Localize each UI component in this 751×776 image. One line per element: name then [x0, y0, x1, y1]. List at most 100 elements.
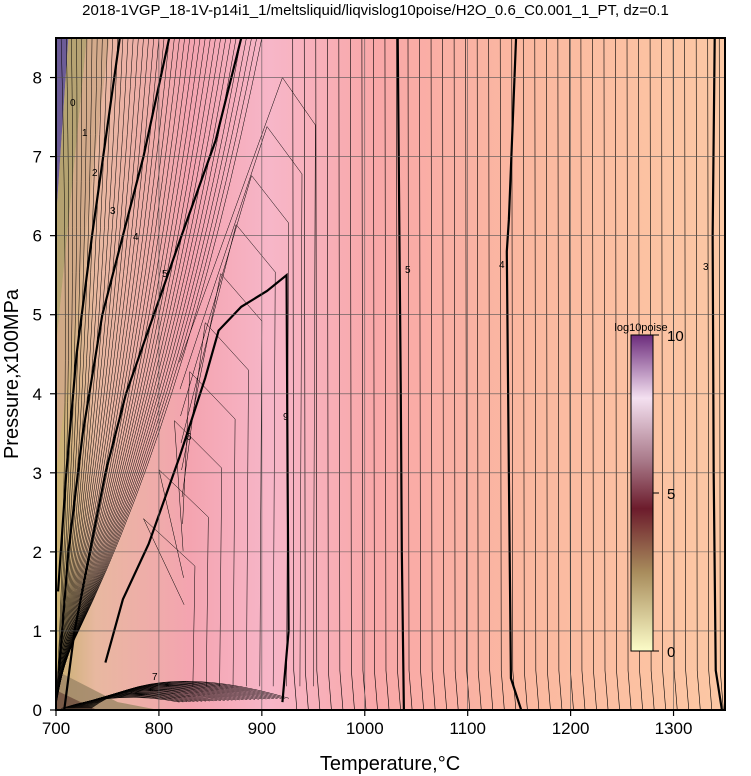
thin-contour-line	[546, 38, 551, 710]
contour-label-0: 0	[70, 98, 76, 109]
thin-contour-line	[580, 38, 586, 710]
y-tick-label: 8	[33, 69, 42, 88]
plot-frame	[55, 37, 726, 711]
thin-contour-line	[63, 38, 252, 663]
contour-level-6	[104, 272, 290, 703]
contour-label-5: 5	[162, 269, 168, 280]
thin-contour-line	[60, 38, 180, 679]
thin-contour-line	[63, 38, 263, 660]
colorbar-title: log10poise	[614, 322, 667, 334]
thin-contour-line	[179, 76, 316, 687]
thin-contour-line	[181, 322, 249, 687]
thin-contour-line	[63, 38, 257, 662]
thin-contour-line	[384, 38, 390, 710]
thin-contour-line	[89, 681, 286, 709]
thin-contour-line	[158, 468, 209, 687]
thin-contour-line	[63, 38, 247, 664]
colorbar-tick-label: 5	[667, 486, 675, 503]
contour-label-6: 6	[186, 432, 192, 443]
thin-contour-line	[56, 38, 93, 699]
y-tick-label: 2	[33, 543, 42, 562]
thin-contour-line	[62, 38, 232, 668]
thin-contour-line	[57, 38, 113, 695]
thin-contour-line	[174, 419, 222, 687]
x-tick-label: 700	[42, 719, 70, 738]
thin-contour-line	[707, 38, 713, 710]
thin-contour-line	[592, 38, 597, 710]
thin-contour-line	[61, 38, 206, 673]
contour-label-7: 7	[152, 672, 158, 683]
colorbar-gradient	[630, 334, 654, 652]
thin-contour-line	[60, 38, 185, 678]
thin-contour-line	[292, 38, 298, 710]
contour-label-5b: 5	[405, 265, 411, 276]
thin-contour-line	[649, 38, 655, 710]
thin-contour-line	[626, 38, 632, 710]
x-axis-ticks: 700 800 900 1000 1100 1200 1300	[42, 710, 693, 738]
thin-contour-line	[476, 38, 482, 710]
thin-contour-line	[499, 38, 505, 710]
thin-contour-line	[61, 38, 201, 675]
thin-contour-line	[338, 38, 344, 710]
y-axis-label: Pressure,x100MPa	[1, 288, 23, 459]
thin-contour-line	[557, 38, 563, 710]
thin-contour-line	[465, 38, 471, 710]
thin-contour-line	[58, 38, 119, 694]
y-axis-ticks: 0 1 2 3 4 5 6 7 8	[33, 69, 56, 720]
contour-label-1: 1	[82, 128, 88, 139]
thin-contour-line	[522, 38, 528, 710]
x-tick-label: 800	[145, 719, 173, 738]
thin-contour-line	[373, 38, 378, 710]
thin-contour-line	[718, 38, 724, 710]
contour-level-3	[56, 38, 121, 592]
thin-contour-line	[407, 38, 413, 710]
heatmap-background	[56, 38, 725, 710]
thin-contour-line	[57, 38, 98, 698]
thin-contour-line	[56, 38, 66, 707]
thin-contour-line	[181, 273, 263, 687]
thin-contour-line	[453, 38, 459, 710]
chart-title: 2018-1VGP_18-1V-p14i1_1/meltsliquid/liqv…	[82, 2, 669, 19]
thin-contour-line	[59, 38, 155, 685]
x-tick-label: 1000	[346, 719, 384, 738]
thin-contour-line	[58, 38, 124, 692]
thin-contour-line	[603, 38, 609, 710]
x-tick-label: 1300	[655, 719, 693, 738]
thin-contour-line	[56, 38, 88, 701]
contour-label-3: 3	[110, 206, 116, 217]
thin-contour-line	[62, 38, 227, 669]
thin-contour-line	[179, 126, 303, 687]
thin-contour-line	[661, 38, 667, 710]
thin-contour-line	[90, 681, 290, 709]
x-tick-label: 1100	[449, 719, 486, 738]
thin-contour-line	[396, 38, 401, 710]
contour-label-3b: 3	[703, 262, 709, 273]
thin-contour-line	[56, 38, 69, 705]
thin-contour-line	[303, 38, 309, 710]
y-tick-label: 3	[33, 464, 42, 483]
y-tick-label: 4	[33, 385, 42, 404]
thin-contour-line	[534, 38, 540, 710]
y-tick-label: 1	[33, 622, 42, 641]
colorbar-tick-label: 10	[667, 328, 684, 345]
thin-contour-line	[638, 38, 643, 710]
x-axis-label: Temperature,°C	[320, 753, 460, 775]
corner-band-2	[56, 38, 110, 473]
thin-contour-line	[62, 38, 242, 665]
x-tick-label: 900	[248, 719, 276, 738]
thin-contour-line	[511, 38, 517, 710]
contour-labels: 0 1 2 3 4 5 6 7 9 5 4 3	[70, 98, 709, 683]
thin-contour-line	[59, 38, 144, 688]
thin-contour-lines	[56, 38, 724, 710]
contour-label-4: 4	[133, 232, 139, 243]
corner-band-3	[56, 670, 159, 710]
thin-contour-line	[57, 38, 103, 697]
thin-contour-line	[315, 38, 321, 710]
thin-contour-line	[58, 38, 134, 690]
thin-contour-line	[327, 38, 332, 710]
thin-contour-line	[615, 38, 620, 710]
thin-contour-line	[419, 38, 424, 710]
thin-contour-line	[442, 38, 447, 710]
y-tick-label: 0	[33, 701, 42, 720]
